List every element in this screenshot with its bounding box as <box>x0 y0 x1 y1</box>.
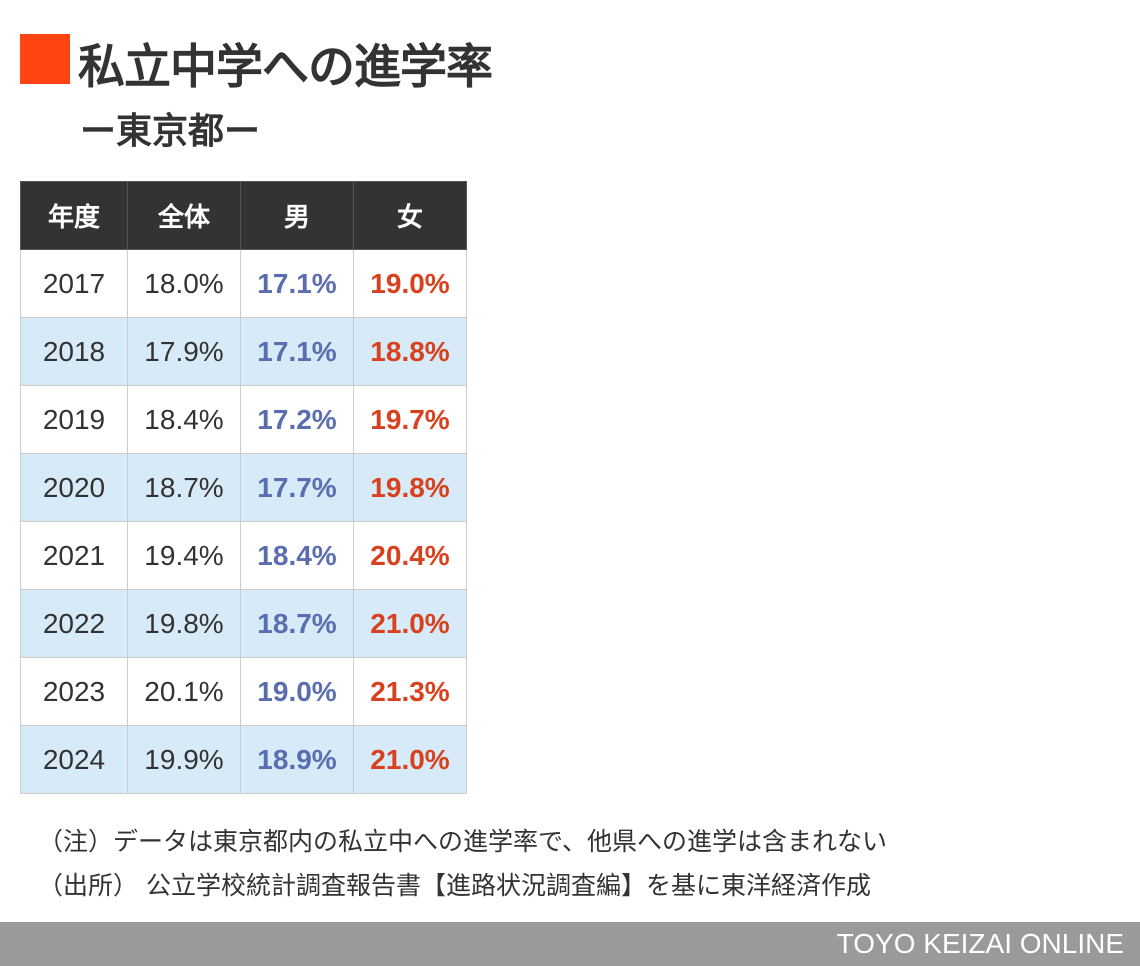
table-row: 2017 18.0% 17.1% 19.0% <box>20 249 467 318</box>
year-cell: 2017 <box>20 249 128 318</box>
female-cell: 20.4% <box>353 521 467 590</box>
female-cell: 21.3% <box>353 657 467 726</box>
year-cell: 2024 <box>20 725 128 794</box>
footer-bar: TOYO KEIZAI ONLINE <box>0 922 1140 966</box>
male-cell: 18.9% <box>240 725 354 794</box>
note-text: （注）データは東京都内の私立中への進学率で、他県への進学は含まれない <box>38 827 888 856</box>
table-row: 2019 18.4% 17.2% 19.7% <box>20 385 467 454</box>
male-cell: 17.1% <box>240 249 354 318</box>
year-cell: 2019 <box>20 385 128 454</box>
table-row: 2024 19.9% 18.9% 21.0% <box>20 725 467 794</box>
column-header: 男 <box>240 181 354 250</box>
female-cell: 19.7% <box>353 385 467 454</box>
male-cell: 17.7% <box>240 453 354 522</box>
male-cell: 18.7% <box>240 589 354 658</box>
table-row: 2018 17.9% 17.1% 18.8% <box>20 317 467 386</box>
source-text: （出所） 公立学校統計調査報告書【進路状況調査編】を基に東洋経済作成 <box>38 871 871 900</box>
male-cell: 19.0% <box>240 657 354 726</box>
table-row: 2021 19.4% 18.4% 20.4% <box>20 521 467 590</box>
male-cell: 18.4% <box>240 521 354 590</box>
female-cell: 19.0% <box>353 249 467 318</box>
total-cell: 18.7% <box>127 453 241 522</box>
table-header: 年度 全体男女 <box>20 181 467 250</box>
year-cell: 2020 <box>20 453 128 522</box>
footer-brand: TOYO KEIZAI ONLINE <box>836 928 1124 959</box>
female-cell: 18.8% <box>353 317 467 386</box>
male-cell: 17.2% <box>240 385 354 454</box>
year-cell: 2023 <box>20 657 128 726</box>
female-cell: 21.0% <box>353 589 467 658</box>
total-cell: 20.1% <box>127 657 241 726</box>
table-row: 2023 20.1% 19.0% 21.3% <box>20 657 467 726</box>
column-header: 女 <box>353 181 467 250</box>
data-table: 年度 全体男女 2017 18.0% 17.1% 19.0% 2018 17.9% 17.1%… <box>20 181 467 794</box>
year-cell: 2021 <box>20 521 128 590</box>
table-row: 2020 18.7% 17.7% 19.8% <box>20 453 467 522</box>
table-row: 2022 19.8% 18.7% 21.0% <box>20 589 467 658</box>
total-cell: 19.8% <box>127 589 241 658</box>
total-cell: 19.9% <box>127 725 241 794</box>
chart-title: 私立中学への進学率 <box>78 40 493 95</box>
total-cell: 18.0% <box>127 249 241 318</box>
year-cell: 2022 <box>20 589 128 658</box>
female-cell: 21.0% <box>353 725 467 794</box>
column-header: 年度 <box>20 181 128 250</box>
chart-subtitle: ー東京都ー <box>80 111 261 152</box>
total-cell: 19.4% <box>127 521 241 590</box>
total-cell: 17.9% <box>127 317 241 386</box>
total-cell: 18.4% <box>127 385 241 454</box>
title-marker <box>20 34 70 84</box>
female-cell: 19.8% <box>353 453 467 522</box>
column-header: 全体 <box>127 181 241 250</box>
year-cell: 2018 <box>20 317 128 386</box>
male-cell: 17.1% <box>240 317 354 386</box>
